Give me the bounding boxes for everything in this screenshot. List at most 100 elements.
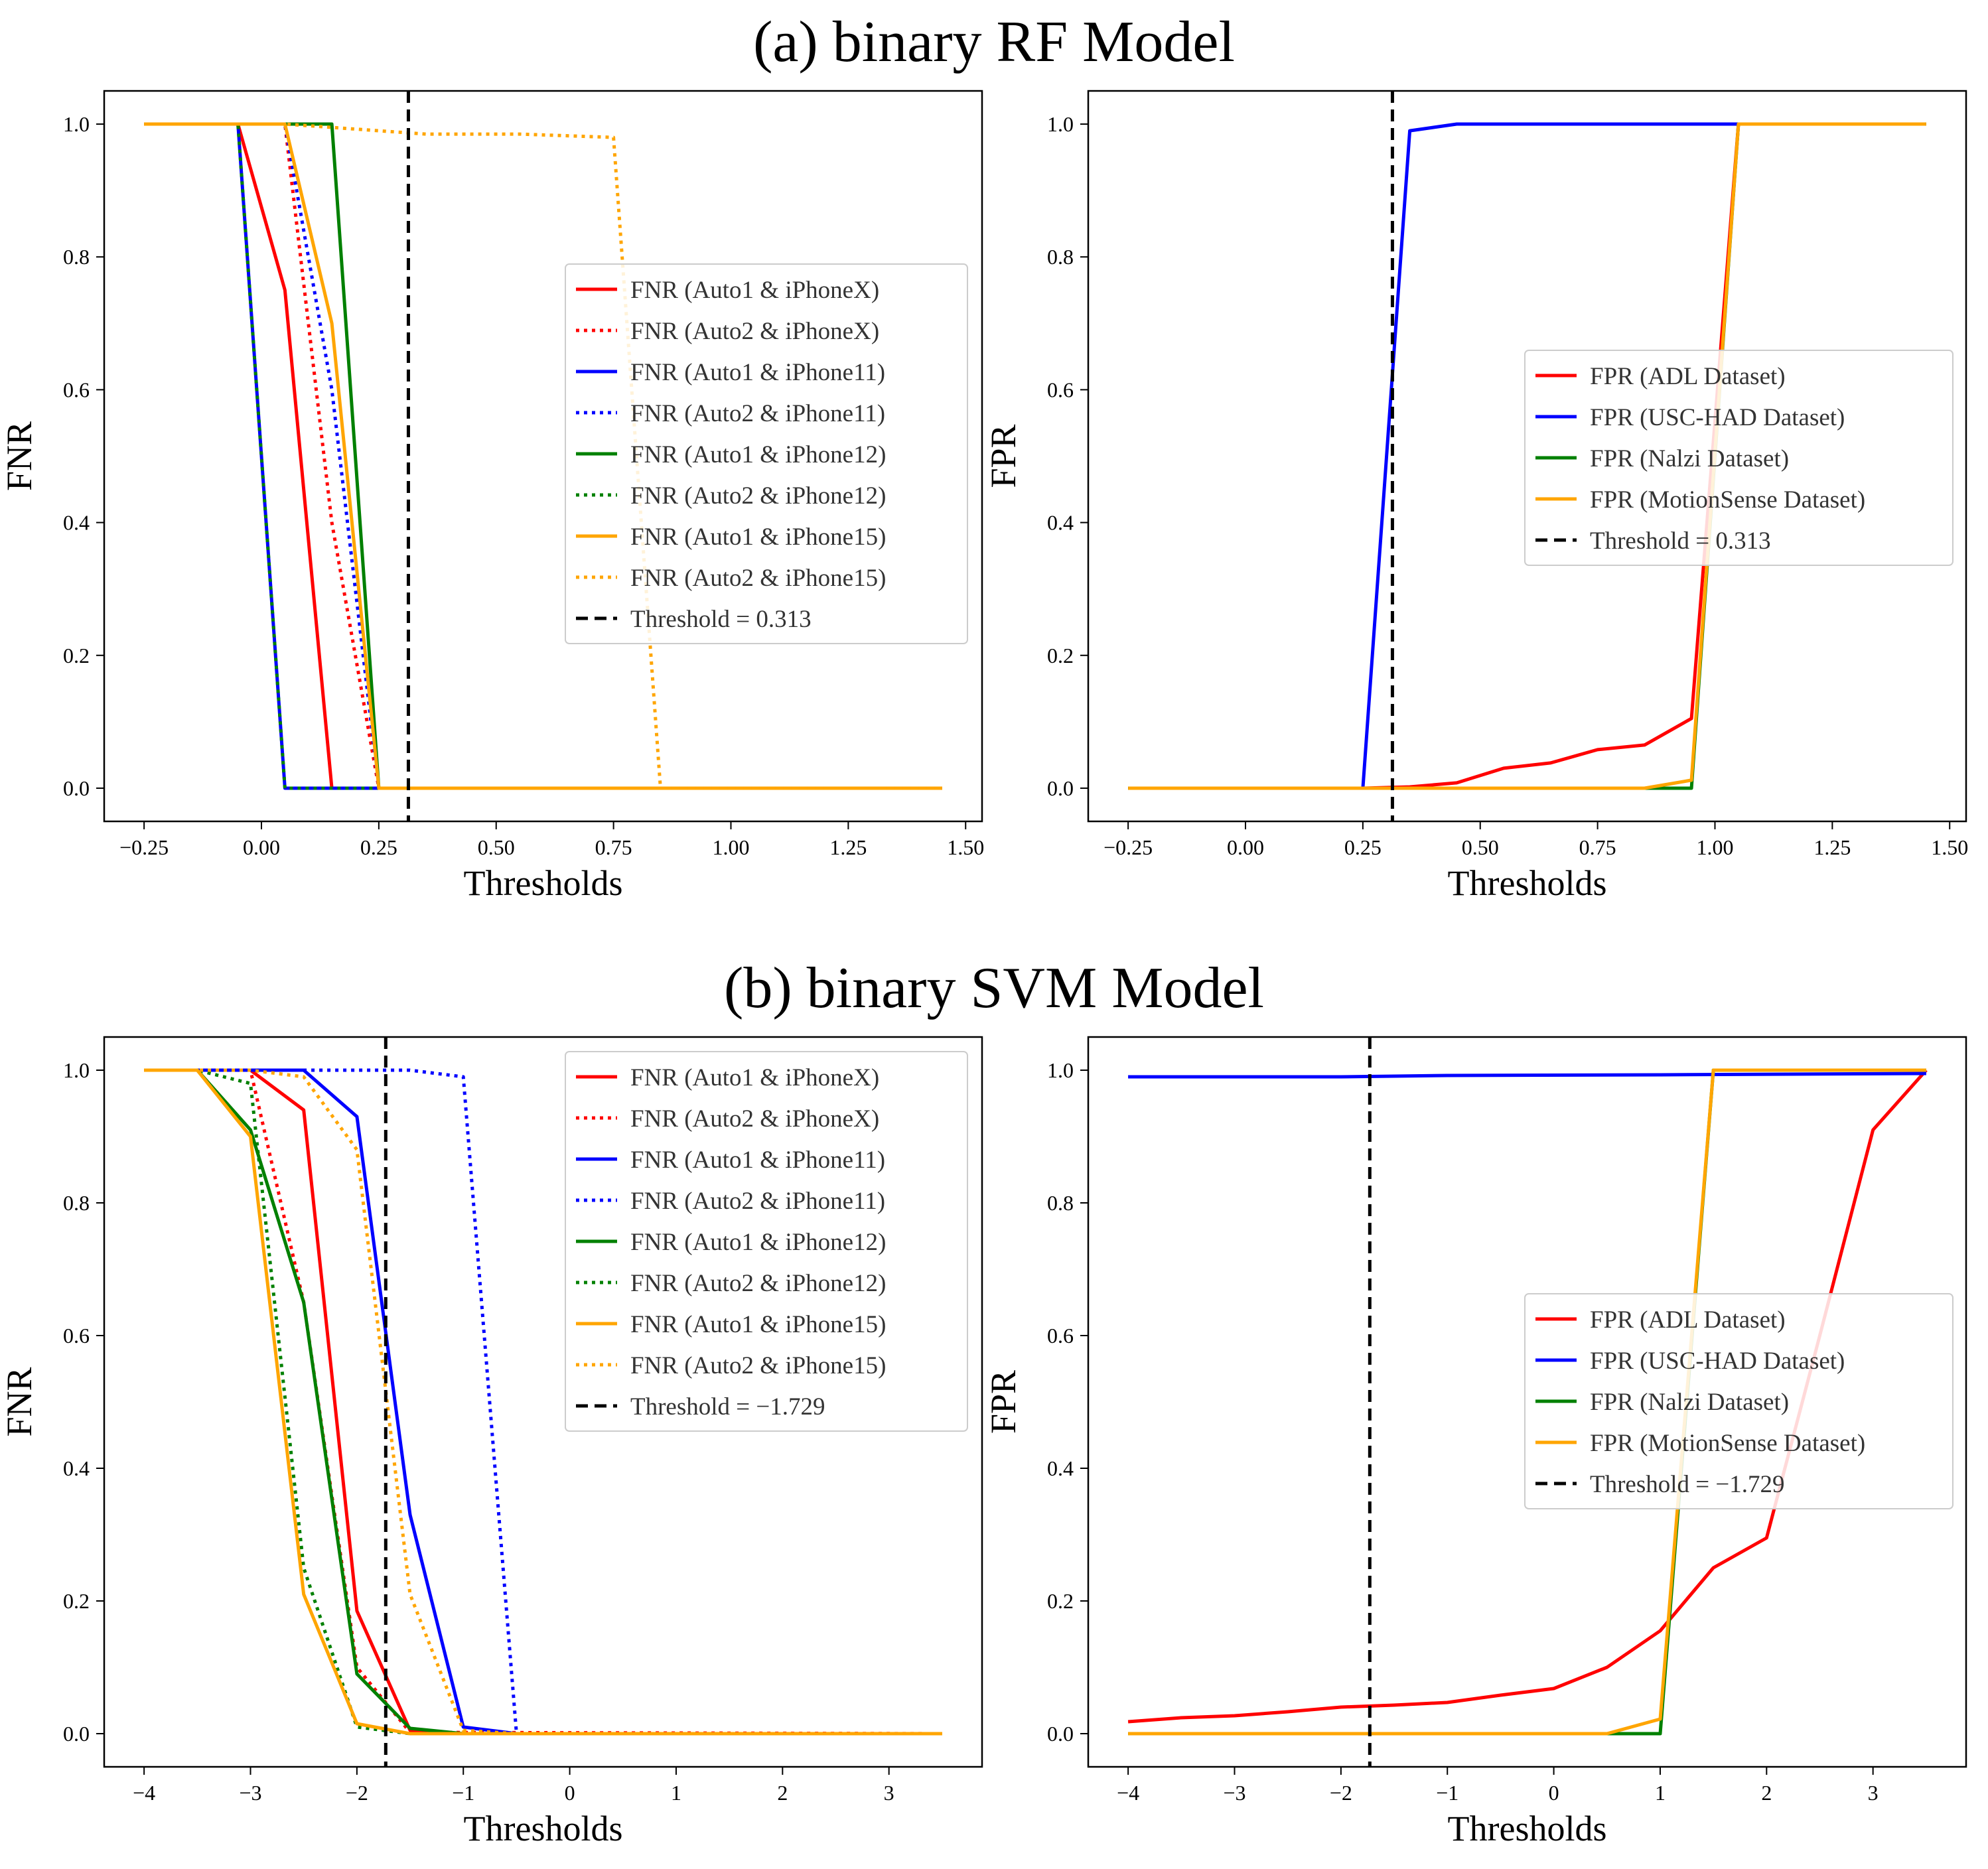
rf-fnr-legend-label: FNR (Auto1 & iPhone11) <box>630 359 885 386</box>
section-title-rf: (a) binary RF Model <box>753 10 1235 74</box>
section-title-svm: (b) binary SVM Model <box>724 956 1264 1020</box>
rf-fnr-xtick-label: 1.00 <box>712 835 749 859</box>
svm-fpr-legend-label: FPR (USC-HAD Dataset) <box>1590 1348 1845 1375</box>
rf-fpr-xtick-label: 0.50 <box>1462 835 1499 859</box>
rf-fnr-series-7-line <box>144 122 942 790</box>
svm-fnr-legend-label: FNR (Auto2 & iPhone11) <box>630 1188 885 1215</box>
svm-fnr-xtick-label: −2 <box>346 1781 368 1805</box>
svm-fpr-plot-frame <box>1087 1036 1967 1768</box>
svm-fpr-legend-label: FPR (ADL Dataset) <box>1590 1306 1786 1334</box>
svm-fpr-xtick-label: 2 <box>1761 1781 1772 1805</box>
rf-fpr-legend: FPR (ADL Dataset) FPR (USC-HAD Dataset) FP… <box>1524 350 1953 566</box>
rf-fnr-ylabel: FNR <box>0 421 39 491</box>
rf-fnr-legend-label: FNR (Auto1 & iPhoneX) <box>630 277 879 304</box>
svm-fpr-series-3-line <box>1128 1068 1926 1736</box>
rf-fnr-ytick-label: 1.0 <box>63 112 90 136</box>
svm-fpr-ytick-label: 0.4 <box>1047 1456 1074 1480</box>
svm-fnr-ytick-label: 0.8 <box>63 1191 90 1215</box>
svm-fpr-ytick-label: 0.0 <box>1047 1722 1074 1746</box>
svm-fpr-xtick-label: −4 <box>1117 1781 1139 1805</box>
svm-fnr-ytick-label: 0.4 <box>63 1456 90 1480</box>
svm-fpr-chart: −4 −3 −2 −1 0 1 2 3 0.0 0.2 0.4 0.6 0.8 1.0 Thresholds… <box>983 1036 1967 1848</box>
svm-fnr-legend-label: FNR (Auto1 & iPhoneX) <box>630 1064 879 1091</box>
rf-fpr-chart: −0.25 0.00 0.25 0.50 0.75 1.00 1.25 1.50 0.0 0.2 0… <box>983 90 1968 903</box>
rf-fnr-xtick-label: 0.25 <box>360 835 397 859</box>
svm-fpr-legend-label: FPR (MotionSense Dataset) <box>1590 1430 1865 1457</box>
svm-fnr-ylabel: FNR <box>0 1367 39 1436</box>
svm-fnr-legend-label: FNR (Auto1 & iPhone15) <box>630 1311 886 1338</box>
svm-fnr-series-layer <box>144 1068 942 1736</box>
rf-fpr-legend-box <box>1524 350 1953 566</box>
rf-fnr-chart: −0.25 0.00 0.25 0.50 0.75 1.00 1.25 1.50 0.0 0.2 0… <box>0 90 984 903</box>
rf-fnr-ytick-label: 0.6 <box>63 378 90 401</box>
svm-fnr-legend-label: FNR (Auto1 & iPhone11) <box>630 1146 885 1174</box>
svm-fnr-legend-label: FNR (Auto2 & iPhoneX) <box>630 1105 879 1133</box>
rf-fnr-legend: FNR (Auto1 & iPhoneX) FNR (Auto2 & iPhone… <box>565 263 968 644</box>
rf-fnr-ytick-label: 0.2 <box>63 644 90 667</box>
rf-fpr-legend-label: FPR (Nalzi Dataset) <box>1590 445 1789 472</box>
rf-fpr-legend-label: Threshold = 0.313 <box>1590 527 1771 555</box>
svm-fnr-series-3-line <box>144 1068 942 1736</box>
svm-fpr-ytick-label: 0.2 <box>1047 1589 1074 1613</box>
rf-fnr-xtick-label: −0.25 <box>119 835 169 859</box>
svm-fnr-xtick-label: 2 <box>777 1781 788 1805</box>
rf-fpr-legend-label: FPR (ADL Dataset) <box>1590 363 1786 390</box>
rf-fnr-xtick-label: 0.00 <box>243 835 280 859</box>
rf-fnr-legend-label: FNR (Auto1 & iPhone12) <box>630 441 886 468</box>
svm-fpr-xtick-label: 0 <box>1549 1781 1559 1805</box>
rf-fpr-ytick-label: 0.6 <box>1047 378 1074 401</box>
rf-fnr-ytick-label: 0.0 <box>63 776 90 800</box>
rf-fnr-xlabel: Thresholds <box>464 863 623 903</box>
svm-fnr-xlabel: Thresholds <box>464 1809 623 1848</box>
svm-fnr-xtick-label: 0 <box>565 1781 575 1805</box>
rf-fpr-ytick-label: 0.2 <box>1047 644 1074 667</box>
svm-fpr-legend: FPR (ADL Dataset) FPR (USC-HAD Dataset) FP… <box>1524 1293 1953 1509</box>
rf-fpr-xtick-label: 1.25 <box>1813 835 1851 859</box>
rf-fnr-legend-label: Threshold = 0.313 <box>630 606 812 633</box>
svm-fnr-legend: FNR (Auto1 & iPhoneX) FNR (Auto2 & iPhone… <box>565 1051 968 1432</box>
rf-fpr-ylabel: FPR <box>983 424 1023 488</box>
svm-fpr-legend-box <box>1524 1293 1953 1509</box>
rf-fpr-xlabel: Thresholds <box>1448 863 1607 903</box>
svm-fnr-xtick-label: −3 <box>239 1781 261 1805</box>
rf-fpr-plot-frame <box>1087 90 1967 823</box>
svm-fnr-legend-box <box>565 1051 968 1432</box>
rf-fnr-legend-box <box>565 263 968 644</box>
svm-fnr-xtick-label: 3 <box>884 1781 894 1805</box>
svm-fpr-xtick-label: 1 <box>1655 1781 1666 1805</box>
rf-fnr-ytick-label: 0.4 <box>63 511 90 535</box>
svm-fnr-xtick-label: −4 <box>133 1781 155 1805</box>
rf-fnr-legend-label: FNR (Auto2 & iPhone12) <box>630 482 886 510</box>
svm-fpr-ytick-label: 1.0 <box>1047 1058 1074 1082</box>
rf-fnr-ytick-label: 0.8 <box>63 245 90 269</box>
svm-fnr-xtick-label: −1 <box>452 1781 474 1805</box>
svm-fpr-ytick-label: 0.8 <box>1047 1191 1074 1215</box>
svm-fpr-ylabel: FPR <box>983 1370 1023 1434</box>
svm-fnr-plot-frame <box>103 1036 983 1768</box>
rf-fpr-xtick-label: 1.50 <box>1931 835 1968 859</box>
svm-fnr-series-6-line <box>144 1068 942 1736</box>
svm-fpr-ytick-label: 0.6 <box>1047 1324 1074 1348</box>
svm-fnr-legend-label: FNR (Auto1 & iPhone12) <box>630 1229 886 1256</box>
svm-fnr-legend-label: Threshold = −1.729 <box>630 1393 825 1420</box>
rf-fpr-ytick-label: 1.0 <box>1047 112 1074 136</box>
svm-fpr-xlabel: Thresholds <box>1448 1809 1607 1848</box>
rf-fnr-legend-label: FNR (Auto1 & iPhone15) <box>630 523 886 551</box>
rf-fpr-xtick-label: 0.00 <box>1227 835 1264 859</box>
rf-fnr-xtick-label: 1.25 <box>829 835 867 859</box>
rf-fnr-legend-label: FNR (Auto2 & iPhoneX) <box>630 318 879 345</box>
svm-fpr-xtick-label: −1 <box>1436 1781 1458 1805</box>
svm-fpr-series-layer <box>1127 1068 1928 1736</box>
svm-fpr-xtick-label: 3 <box>1868 1781 1879 1805</box>
rf-fpr-ytick-label: 0.0 <box>1047 776 1074 800</box>
rf-fnr-xtick-label: 0.75 <box>595 835 632 859</box>
rf-fpr-series-3-line <box>1128 122 1926 790</box>
rf-fpr-legend-label: FPR (MotionSense Dataset) <box>1590 486 1865 514</box>
rf-fpr-xtick-label: −0.25 <box>1103 835 1153 859</box>
rf-fnr-xtick-label: 1.50 <box>947 835 984 859</box>
rf-fnr-series-1-line <box>144 122 942 790</box>
rf-fpr-ytick-label: 0.4 <box>1047 511 1074 535</box>
svm-fnr-ytick-label: 0.0 <box>63 1722 90 1746</box>
rf-fpr-legend-label: FPR (USC-HAD Dataset) <box>1590 404 1845 431</box>
